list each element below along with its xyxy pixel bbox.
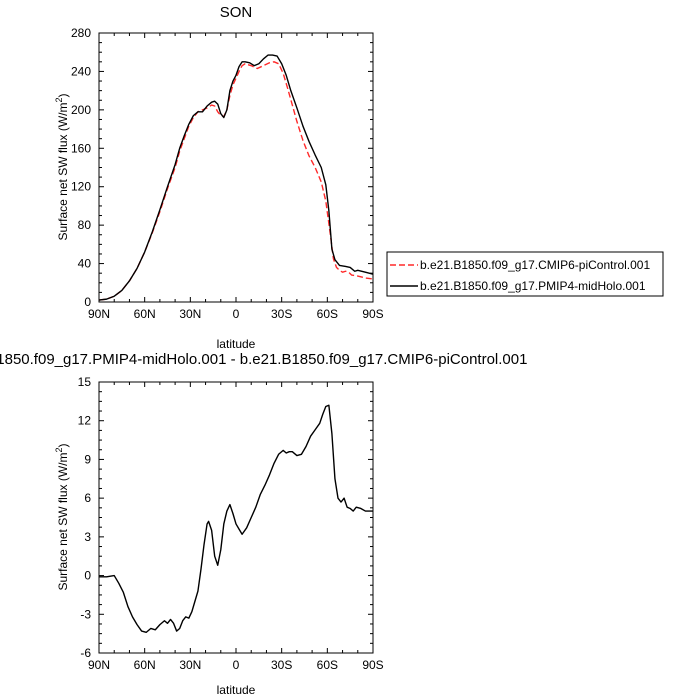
top-x-tick-label: 30S [271,307,292,321]
bottom-x-tick-label: 60S [317,658,338,672]
top-x-tick-label: 90N [88,307,110,321]
bottom-x-axis-label: latitude [217,683,256,697]
legend-box [386,251,664,297]
top-y-tick-label: 40 [78,257,92,271]
bottom-y-tick-label: 3 [84,530,91,544]
bottom-x-tick-label: 90S [362,658,383,672]
bottom-series-line-0 [99,404,373,634]
top-panel: SON 90N 60N 30N 0 30S 60S 90S 0 40 80 120 160 200 240… [54,4,384,351]
legend: b.e21.B1850.f09_g17.CMIP6-piControl.001 … [386,251,664,297]
bottom-x-tick-label: 30S [271,658,292,672]
top-series-line-1 [98,54,374,301]
bottom-axes-group: 90N 60N 30N 0 30S 60S 90S -6 -3 0 3 6 9 12 15 [78,375,384,672]
bottom-y-tick-label: -3 [80,607,91,621]
bottom-x-tick-label: 0 [233,658,240,672]
top-x-axis-label: latitude [217,337,256,351]
top-series-group [98,54,374,301]
bottom-y-tick-label: 0 [84,569,91,583]
bottom-x-tick-label: 90N [88,658,110,672]
top-y-axis-label: Surface net SW flux (W/m2) [54,93,70,240]
top-x-tick-label: 90S [362,307,383,321]
top-x-tick-label: 60S [317,307,338,321]
bottom-x-tick-label: 60N [134,658,156,672]
top-chart-title: SON [220,4,253,21]
bottom-chart-title: b.e21.B1850.f09_g17.PMIP4-midHolo.001 - … [0,351,527,368]
top-y-tick-label: 240 [71,64,91,78]
bottom-y-tick-label: 9 [84,452,91,466]
top-y-tick-label: 160 [71,141,91,155]
bottom-plot-frame [98,381,374,654]
top-x-tick-label: 30N [179,307,201,321]
top-y-tick-label: 0 [84,295,91,309]
bottom-y-tick-label: 12 [78,414,92,428]
bottom-y-axis-label: Surface net SW flux (W/m2) [54,443,70,590]
bottom-series-group [99,404,373,634]
top-x-tick-label: 60N [134,307,156,321]
top-y-tick-label: 80 [78,218,92,232]
top-y-tick-label: 280 [71,26,91,40]
top-y-tick-label: 120 [71,180,91,194]
top-series-line-0 [98,61,374,301]
top-axes-group: 90N 60N 30N 0 30S 60S 90S 0 40 80 120 160 200 240 280 [71,26,384,321]
legend-label-midholo: b.e21.B1850.f09_g17.PMIP4-midHolo.001 [420,279,646,293]
bottom-panel: b.e21.B1850.f09_g17.PMIP4-midHolo.001 - … [0,351,527,697]
bottom-x-tick-label: 30N [179,658,201,672]
bottom-y-tick-label: 15 [78,375,92,389]
bottom-y-tick-label: 6 [84,491,91,505]
legend-label-picontrol: b.e21.B1850.f09_g17.CMIP6-piControl.001 [420,258,650,272]
top-y-tick-label: 200 [71,103,91,117]
top-x-tick-label: 0 [233,307,240,321]
bottom-y-tick-label: -6 [80,646,91,660]
